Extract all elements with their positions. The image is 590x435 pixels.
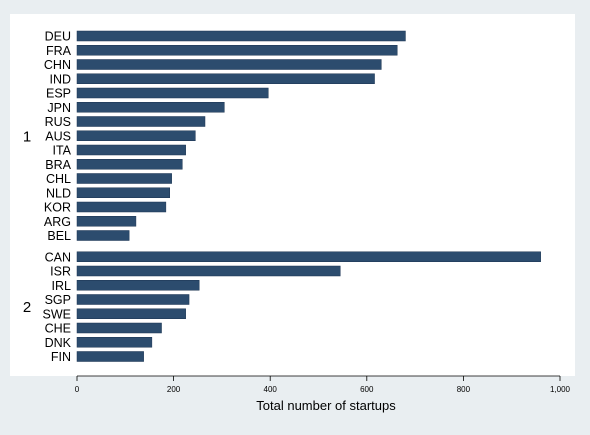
category-label-aus: AUS bbox=[45, 129, 71, 143]
bar-swe bbox=[76, 308, 186, 319]
bar-fra bbox=[76, 45, 398, 56]
category-label-nld: NLD bbox=[46, 186, 71, 200]
x-tick-label-800: 800 bbox=[457, 385, 471, 394]
bar-ind bbox=[76, 73, 375, 84]
category-label-fin: FIN bbox=[51, 350, 71, 364]
bar-deu bbox=[76, 30, 406, 42]
bar-isr bbox=[76, 265, 341, 277]
category-label-chl: CHL bbox=[46, 172, 71, 186]
bar-irl bbox=[76, 280, 200, 291]
bar-aus bbox=[76, 130, 196, 141]
category-label-kor: KOR bbox=[44, 201, 71, 215]
x-tick-label-0: 0 bbox=[75, 385, 80, 394]
x-tick-label-600: 600 bbox=[360, 385, 374, 394]
category-label-irl: IRL bbox=[52, 279, 72, 293]
category-label-dnk: DNK bbox=[45, 336, 72, 350]
category-label-ind: IND bbox=[49, 72, 71, 86]
bar-jpn bbox=[76, 102, 225, 113]
x-tick-label-1000: 1,000 bbox=[550, 385, 571, 394]
x-tick-label-400: 400 bbox=[264, 385, 278, 394]
bar-bel bbox=[76, 230, 130, 241]
category-label-chn: CHN bbox=[44, 58, 71, 72]
bar-can bbox=[76, 251, 541, 262]
category-label-swe: SWE bbox=[43, 307, 71, 321]
bar-ita bbox=[76, 144, 186, 156]
bar-esp bbox=[76, 87, 269, 99]
category-label-arg: ARG bbox=[44, 215, 71, 229]
category-label-rus: RUS bbox=[45, 115, 71, 129]
category-label-ita: ITA bbox=[52, 144, 71, 158]
bar-kor bbox=[76, 201, 167, 213]
x-tick-label-200: 200 bbox=[167, 385, 181, 394]
category-label-bel: BEL bbox=[47, 229, 71, 243]
bar-nld bbox=[76, 187, 170, 198]
category-label-can: CAN bbox=[45, 250, 71, 264]
bar-fin bbox=[76, 351, 144, 362]
category-label-isr: ISR bbox=[50, 265, 71, 279]
category-label-che: CHE bbox=[45, 322, 71, 336]
x-axis-title: Total number of startups bbox=[256, 398, 396, 413]
bar-chl bbox=[76, 173, 172, 184]
group-label-2: 2 bbox=[23, 299, 31, 316]
category-label-jpn: JPN bbox=[47, 101, 71, 115]
category-label-sgp: SGP bbox=[45, 293, 71, 307]
category-label-bra: BRA bbox=[45, 158, 71, 172]
category-label-esp: ESP bbox=[46, 87, 71, 101]
category-label-fra: FRA bbox=[46, 44, 72, 58]
group-label-1: 1 bbox=[23, 128, 31, 145]
bar-che bbox=[76, 322, 162, 334]
bar-rus bbox=[76, 116, 206, 127]
bar-arg bbox=[76, 216, 137, 227]
bar-sgp bbox=[76, 294, 190, 305]
bar-dnk bbox=[76, 337, 153, 348]
category-label-deu: DEU bbox=[45, 30, 71, 44]
bar-chn bbox=[76, 59, 382, 70]
bar-bra bbox=[76, 159, 183, 170]
